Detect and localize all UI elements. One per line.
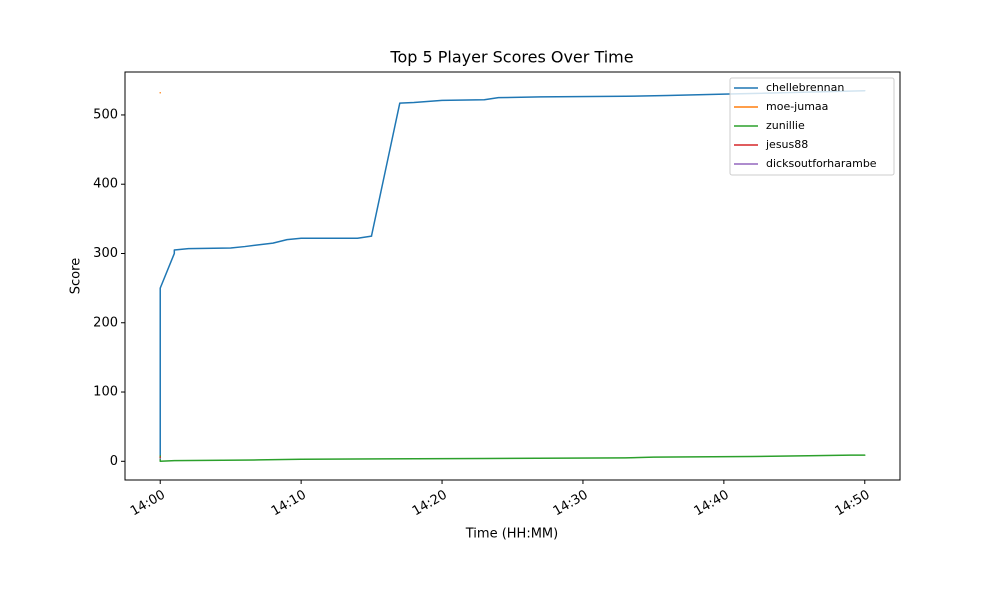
legend-label: chellebrennan [766, 81, 844, 94]
x-tick-label: 14:00 [128, 488, 168, 520]
x-tick-label: 14:30 [551, 488, 591, 520]
legend-box [729, 77, 895, 176]
y-tick-label: 300 [93, 246, 118, 261]
y-tick-label: 0 [110, 454, 118, 469]
y-tick-label: 500 [93, 107, 118, 122]
x-tick-label: 14:50 [833, 488, 873, 520]
chart-title: Top 5 Player Scores Over Time [389, 48, 633, 67]
x-tick-label: 14:20 [410, 488, 450, 520]
legend: chellebrennan moe-jumaa zunillie jesus88 dic… [729, 77, 895, 176]
series-line [159, 454, 866, 463]
y-tick-label: 100 [93, 385, 118, 400]
x-axis-label: Time (HH:MM) [465, 527, 558, 542]
legend-label: zunillie [766, 119, 805, 132]
legend-label: moe-jumaa [766, 100, 828, 113]
series-line [159, 89, 866, 459]
y-axis-label: Score [69, 258, 84, 294]
y-tick-label: 200 [93, 315, 118, 330]
legend-label: dicksoutforharambe [766, 157, 877, 170]
legend-label: jesus88 [765, 138, 808, 151]
y-tick-label: 400 [93, 177, 118, 192]
x-tick-label: 14:40 [692, 488, 732, 520]
plot-frame [124, 71, 901, 481]
x-tick-label: 14:10 [269, 488, 309, 520]
